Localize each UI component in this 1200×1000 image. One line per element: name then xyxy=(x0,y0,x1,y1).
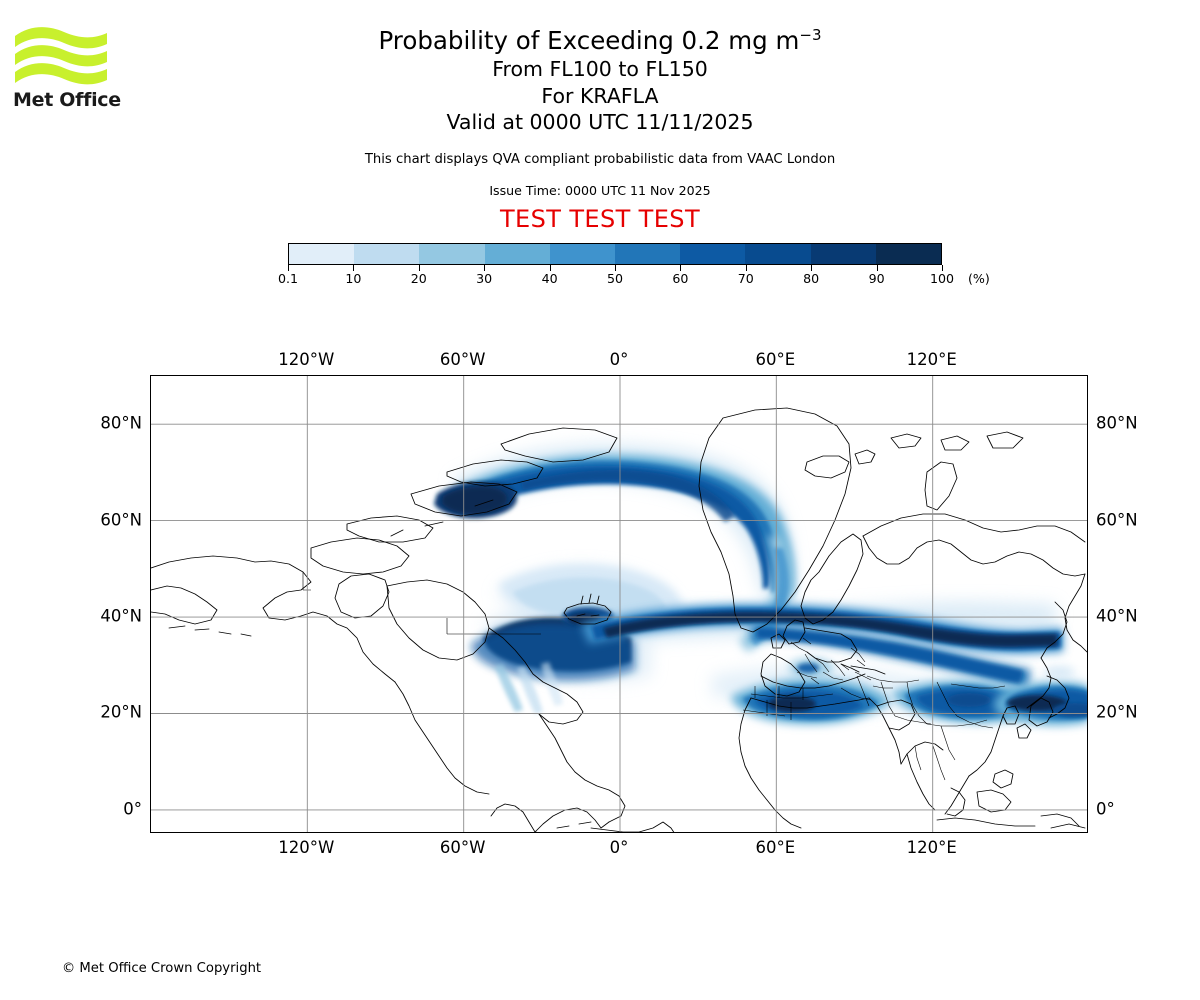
page-title-superscript: −3 xyxy=(799,25,822,44)
colorbar-tick-label-100: 100 xyxy=(929,271,955,286)
colorbar-tick-60 xyxy=(680,265,682,271)
map-plot-area xyxy=(150,375,1088,833)
colorbar-tick-label-70: 70 xyxy=(737,271,754,286)
colorbar-tick-label-20: 20 xyxy=(410,271,427,286)
flight-level-line: From FL100 to FL150 xyxy=(492,57,708,81)
colorbar-tick-label-0.1: 0.1 xyxy=(277,271,299,286)
lon-label-top-0°: 0° xyxy=(609,350,629,369)
colorbar-tick-label-50: 50 xyxy=(606,271,624,286)
colorbar-tick-labels: 0.1 10 20 30 40 50 60 70 80 90 100 xyxy=(278,271,954,291)
colorbar-tick-90 xyxy=(876,265,878,271)
page-title: Probability of Exceeding 0.2 mg m−3 xyxy=(0,26,1200,56)
colorbar-band-5 xyxy=(615,244,681,264)
colorbar-tick-label-40: 40 xyxy=(541,271,558,286)
colorbar-tick-50 xyxy=(615,265,616,271)
lat-label-right-40°N: 40°N xyxy=(1096,606,1138,626)
colorbar-tick-30 xyxy=(484,265,486,271)
lat-label-right-80°N: 80°N xyxy=(1096,413,1138,433)
colorbar-band-6 xyxy=(680,244,746,264)
met-office-logo: Met Office xyxy=(12,22,122,114)
lon-label-bottom-60°W: 60°W xyxy=(439,838,486,857)
colorbar-tick-label-80: 80 xyxy=(803,271,820,286)
valid-time-line: Valid at 0000 UTC 11/11/2025 xyxy=(446,110,754,134)
colorbar-tick-0.1 xyxy=(288,265,289,271)
title-block: Probability of Exceeding 0.2 mg m−3 From… xyxy=(0,0,1200,233)
lon-label-top-60°W: 60°W xyxy=(439,350,486,369)
map-frame xyxy=(150,375,1088,833)
lon-label-top-120°E: 120°E xyxy=(906,350,957,369)
lon-label-bottom-0°: 0° xyxy=(609,838,629,857)
issue-time: Issue Time: 0000 UTC 11 Nov 2025 xyxy=(489,182,711,198)
colorbar-tick-100 xyxy=(942,265,943,271)
colorbar-tick-10 xyxy=(353,265,355,271)
lat-label-left-80°N: 80°N xyxy=(100,413,142,433)
plume-central-asia xyxy=(731,658,891,725)
colorbar-tick-label-90: 90 xyxy=(868,271,885,286)
colorbar-band-1 xyxy=(354,244,420,264)
page-title-text: Probability of Exceeding 0.2 mg m xyxy=(378,26,800,55)
colorbar-band-3 xyxy=(484,244,550,264)
ash-plume-layer xyxy=(434,444,1087,726)
colorbar-tick-80 xyxy=(811,265,813,271)
lat-label-right-0°: 0° xyxy=(1096,799,1115,819)
logo-wordmark: Met Office xyxy=(13,89,121,111)
colorbar-band-8 xyxy=(810,244,876,264)
colorbar-tick-label-10: 10 xyxy=(345,271,362,286)
copyright-notice: © Met Office Crown Copyright xyxy=(62,961,262,976)
map-gridlines xyxy=(151,376,1087,832)
colorbar-ticks xyxy=(288,265,943,271)
colorbar-tick-label-30: 30 xyxy=(476,271,493,286)
lon-label-top-60°E: 60°E xyxy=(755,350,796,369)
lat-label-left-20°N: 20°N xyxy=(100,702,142,722)
plume-atlantic-band xyxy=(581,604,1063,654)
test-banner: TEST TEST TEST xyxy=(499,204,700,233)
chart-description: This chart displays QVA compliant probab… xyxy=(364,151,836,167)
colorbar-band-9 xyxy=(875,244,942,264)
colorbar-band-2 xyxy=(419,244,485,264)
colorbar-tick-label-60: 60 xyxy=(672,271,689,286)
plume-iceland-source xyxy=(471,564,683,714)
plume-russia-band xyxy=(751,626,1031,688)
logo-waves xyxy=(15,27,107,85)
colorbar-tick-40 xyxy=(549,265,551,271)
lat-label-left-60°N: 60°N xyxy=(100,510,142,530)
volcano-name-line: For KRAFLA xyxy=(541,83,659,108)
lon-label-bottom-60°E: 60°E xyxy=(755,838,796,857)
lon-label-bottom-120°W: 120°W xyxy=(278,838,335,857)
plume-arctic-arc xyxy=(434,454,795,598)
lat-label-right-20°N: 20°N xyxy=(1096,702,1138,722)
lon-label-bottom-120°E: 120°E xyxy=(906,838,957,857)
colorbar-band-0 xyxy=(289,244,355,264)
lat-label-left-0°: 0° xyxy=(123,799,142,819)
colorbar-gradient xyxy=(288,243,942,265)
lat-label-left-40°N: 40°N xyxy=(100,606,142,626)
country-borders-layer xyxy=(302,572,1006,781)
colorbar-band-4 xyxy=(549,244,616,264)
colorbar-unit-label: (%) xyxy=(968,271,990,286)
lon-label-top-120°W: 120°W xyxy=(278,350,335,369)
colorbar-tick-70 xyxy=(745,265,747,271)
colorbar-band-7 xyxy=(745,244,811,264)
colorbar-tick-20 xyxy=(418,265,420,271)
met-office-logo-graphic: Met Office xyxy=(13,27,121,111)
map-canvas xyxy=(151,376,1087,832)
colorbar: 0.1 10 20 30 40 50 60 70 80 90 100 xyxy=(278,243,954,293)
lat-label-right-60°N: 60°N xyxy=(1096,510,1138,530)
